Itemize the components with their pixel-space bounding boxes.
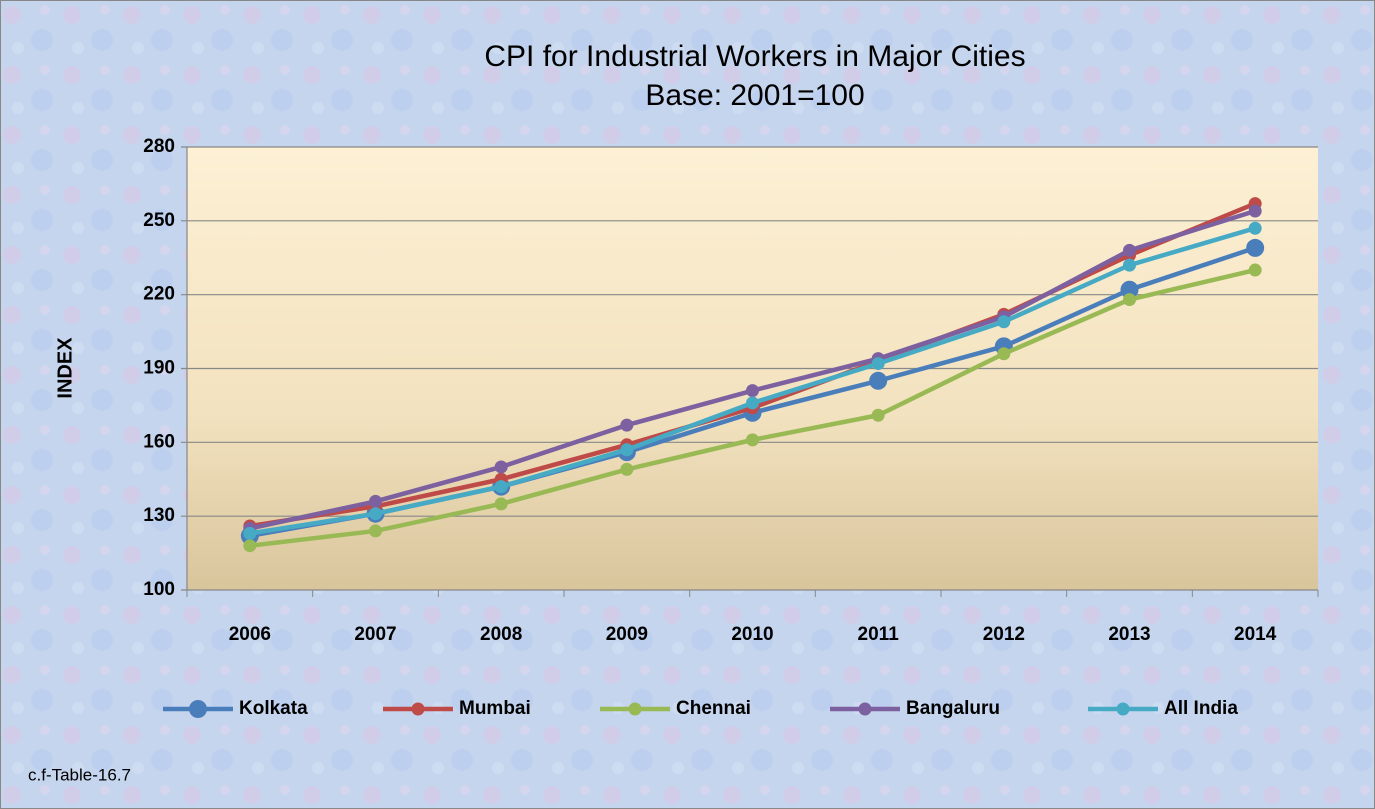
marker: [243, 539, 257, 553]
legend-label: Mumbai: [459, 698, 531, 719]
y-axis-label: INDEX: [54, 337, 76, 399]
marker: [1123, 258, 1136, 272]
x-tick-label: 2008: [480, 624, 522, 645]
legend-marker: [189, 700, 207, 718]
x-tick-label: 2007: [354, 624, 396, 645]
marker: [369, 494, 382, 508]
legend-marker: [1116, 702, 1130, 716]
y-tick-label: 100: [143, 579, 175, 600]
marker: [746, 384, 759, 398]
chart-title: CPI for Industrial Workers in Major Citi…: [484, 40, 1025, 73]
legend-marker: [858, 702, 872, 716]
x-tick-label: 2013: [1108, 624, 1150, 645]
marker: [871, 357, 885, 371]
chart-subtitle: Base: 2001=100: [645, 79, 864, 112]
legend-label: Kolkata: [239, 698, 308, 719]
note: c.f-Table-16.7: [28, 765, 131, 784]
legend-label: Chennai: [676, 698, 751, 719]
marker: [1123, 243, 1136, 257]
marker: [243, 526, 257, 540]
x-tick-label: 2011: [858, 624, 900, 645]
marker: [746, 396, 759, 410]
marker: [1246, 238, 1265, 257]
marker: [620, 443, 634, 457]
marker: [1248, 221, 1262, 235]
marker: [746, 433, 759, 447]
x-tick-label: 2014: [1234, 624, 1277, 645]
legend-label: All India: [1164, 698, 1238, 719]
marker: [1120, 280, 1139, 299]
y-tick-label: 190: [143, 358, 175, 379]
marker: [871, 408, 885, 422]
marker: [997, 347, 1011, 361]
x-tick-label: 2012: [983, 624, 1025, 645]
y-tick-label: 280: [143, 136, 175, 157]
y-tick-label: 220: [143, 284, 175, 305]
legend-marker: [411, 702, 425, 716]
legend-label: Bangaluru: [906, 698, 1000, 719]
x-tick-label: 2010: [731, 624, 773, 645]
legend-marker: [628, 702, 642, 716]
marker: [369, 507, 382, 521]
marker: [620, 418, 634, 432]
y-tick-label: 250: [143, 210, 175, 231]
marker: [620, 462, 634, 476]
marker: [369, 524, 382, 538]
y-tick-label: 160: [143, 431, 175, 452]
marker: [1248, 204, 1262, 218]
marker: [997, 315, 1011, 329]
marker: [494, 460, 508, 474]
marker: [494, 480, 508, 494]
x-tick-label: 2006: [229, 624, 271, 645]
marker: [869, 371, 888, 390]
marker: [1248, 263, 1262, 277]
x-tick-label: 2009: [606, 624, 648, 645]
y-tick-label: 130: [143, 505, 175, 526]
marker: [494, 497, 508, 511]
marker: [1123, 293, 1136, 307]
